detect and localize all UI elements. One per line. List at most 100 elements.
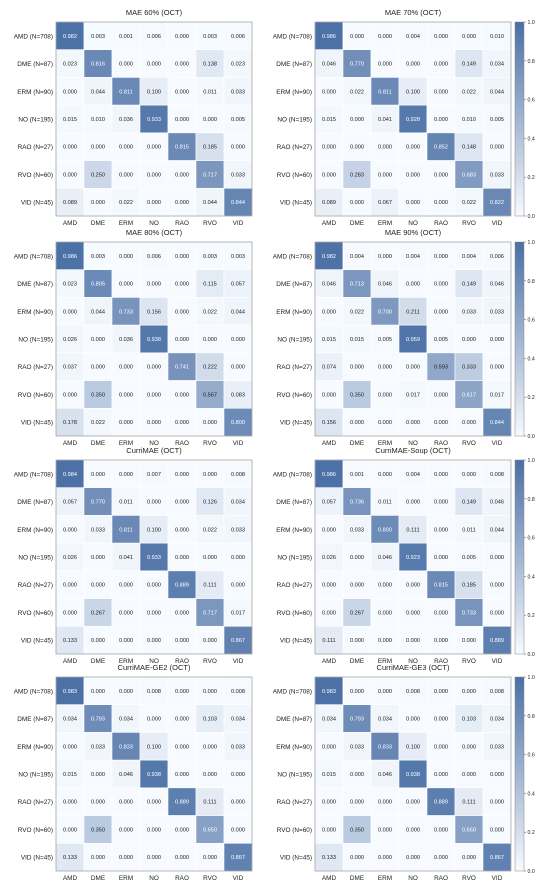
heatmap-cell	[223, 104, 253, 134]
row-tick-label: ERM (N=90)	[17, 744, 53, 751]
heatmap-cell	[482, 759, 512, 789]
cell-value-label: 0.046	[378, 282, 392, 288]
column-tick-label: VID	[492, 440, 503, 447]
heatmap-cell	[223, 187, 253, 217]
heatmap-cell	[482, 459, 512, 489]
heatmap-cell	[370, 759, 400, 789]
cell-value-label: 0.986	[322, 472, 336, 478]
cell-value-label: 0.005	[378, 337, 392, 343]
cell-value-label: 0.149	[462, 500, 476, 506]
column-tick-label: RAO	[175, 658, 189, 665]
heatmap-cell	[55, 625, 85, 655]
cell-value-label: 0.000	[147, 583, 161, 589]
cell-value-label: 0.000	[434, 200, 448, 206]
cell-value-label: 0.800	[378, 527, 392, 533]
heatmap-cell	[223, 77, 253, 106]
confusion-matrix-panel: MAE 60% (OCT) 0.982 0.003 0.001 0.006 0.000 0.…	[14, 8, 253, 227]
heatmap-cell	[167, 704, 197, 733]
cell-value-label: 0.003	[91, 254, 105, 260]
heatmap-cell	[426, 815, 456, 844]
colorbar-tick-label: 0.4	[528, 574, 535, 580]
heatmap-cell	[111, 570, 141, 599]
cell-value-label: 0.000	[203, 744, 217, 750]
heatmap-cell	[139, 732, 169, 761]
cell-value-label: 0.100	[147, 527, 161, 533]
row-tick-label: ERM (N=90)	[276, 309, 312, 316]
row-tick-label: AMD (N=708)	[14, 471, 53, 478]
cell-value-label: 0.000	[175, 62, 189, 68]
cell-value-label: 0.350	[91, 827, 105, 833]
cell-value-label: 0.017	[490, 392, 504, 398]
cell-value-label: 0.000	[462, 472, 476, 478]
cell-value-label: 0.350	[91, 392, 105, 398]
cell-value-label: 0.005	[231, 117, 245, 123]
heatmap-cell	[314, 676, 344, 706]
heatmap-cell	[111, 269, 141, 298]
cell-value-label: 0.844	[231, 200, 245, 206]
colorbar-tick-label: 0.4	[528, 136, 535, 142]
cell-value-label: 0.022	[350, 309, 364, 315]
heatmap-cell	[111, 352, 141, 381]
cell-value-label: 0.000	[147, 500, 161, 506]
heatmap-cell	[314, 704, 344, 733]
cell-value-label: 0.000	[147, 145, 161, 151]
row-tick-label: DME (N=87)	[17, 499, 53, 506]
heatmap-cell	[83, 598, 113, 627]
heatmap-cell	[111, 676, 141, 706]
cell-value-label: 0.000	[203, 420, 217, 426]
cell-value-label: 0.015	[63, 117, 77, 123]
cell-value-label: 0.000	[350, 420, 364, 426]
cell-value-label: 0.222	[203, 365, 217, 371]
cell-value-label: 0.149	[462, 62, 476, 68]
heatmap-cell	[454, 704, 484, 733]
cell-value-label: 0.022	[462, 200, 476, 206]
heatmap-cell	[223, 49, 253, 78]
cell-value-label: 0.000	[434, 472, 448, 478]
column-tick-label: NO	[408, 875, 418, 880]
colorbar-tick-label: 0.8	[528, 279, 535, 285]
heatmap-cell	[55, 704, 85, 733]
cell-value-label: 0.046	[378, 555, 392, 561]
heatmap-cell	[139, 625, 169, 655]
heatmap-cell	[167, 787, 197, 816]
heatmap-cell	[342, 77, 372, 106]
cell-value-label: 0.033	[490, 744, 504, 750]
cell-value-label: 0.008	[231, 472, 245, 478]
cell-value-label: 0.033	[91, 744, 105, 750]
row-tick-label: RVO (N=60)	[277, 172, 312, 179]
panel-title: MAE 80% (OCT)	[126, 228, 183, 237]
heatmap-cell	[482, 407, 512, 437]
cell-value-label: 0.000	[350, 800, 364, 806]
cell-value-label: 0.100	[406, 89, 420, 95]
cell-value-label: 0.000	[434, 555, 448, 561]
cell-value-label: 0.022	[350, 89, 364, 95]
cell-value-label: 0.700	[378, 309, 392, 315]
cell-value-label: 0.000	[203, 555, 217, 561]
cell-value-label: 0.000	[434, 309, 448, 315]
cell-value-label: 0.000	[119, 282, 133, 288]
cell-value-label: 0.000	[175, 744, 189, 750]
heatmap-cell	[195, 542, 225, 572]
cell-value-label: 0.100	[147, 89, 161, 95]
heatmap-cell	[454, 842, 484, 872]
cell-value-label: 0.000	[406, 855, 420, 861]
cell-value-label: 0.000	[378, 34, 392, 40]
cell-value-label: 0.933	[147, 117, 161, 123]
cell-value-label: 0.000	[91, 638, 105, 644]
cell-value-label: 0.008	[490, 472, 504, 478]
cell-value-label: 0.000	[63, 583, 77, 589]
heatmap-cell	[111, 515, 141, 544]
heatmap-cell	[426, 625, 456, 655]
column-tick-label: AMD	[322, 875, 337, 880]
cell-value-label: 0.983	[322, 689, 336, 695]
heatmap-cell	[139, 187, 169, 217]
heatmap-cell	[342, 787, 372, 816]
heatmap-cell	[454, 21, 484, 51]
cell-value-label: 0.000	[231, 365, 245, 371]
cell-value-label: 0.133	[63, 638, 77, 644]
cell-value-label: 0.057	[322, 500, 336, 506]
heatmap-cell	[342, 269, 372, 298]
cell-value-label: 0.000	[175, 89, 189, 95]
column-tick-label: VID	[233, 220, 244, 227]
heatmap-cell	[167, 732, 197, 761]
